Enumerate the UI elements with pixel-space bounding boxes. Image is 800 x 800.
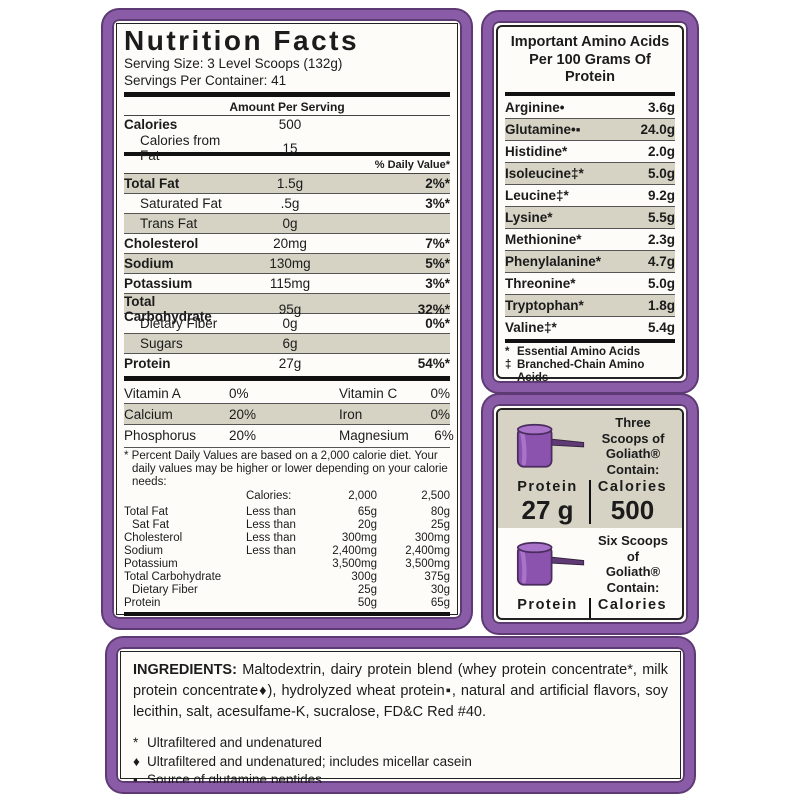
three-scoops-calories: Calories 500 [597, 479, 668, 525]
calories-label: Calories [124, 117, 178, 132]
note-micellar-casein: ♦ Ultrafiltered and undenatured; includes… [133, 753, 472, 769]
reference-values-table: Calories: 2,000 2,500 Total Fat Less tha… [124, 490, 450, 610]
scoop-icon [516, 541, 585, 586]
reference-row: Cholesterol Less than 300mg 300mg [124, 532, 450, 544]
ingredients-notes: * Ultrafiltered and undenatured ♦ Ultrafil… [121, 729, 680, 787]
divider [589, 597, 591, 618]
amino-row-lysine: Lysine* 5.5g [505, 205, 675, 228]
vitamin-row-calcium-iron: Calcium 20% Iron 0% [124, 403, 450, 424]
legend-essential: * Essential Amino Acids [505, 345, 641, 358]
three-scoops-section: Three Scoops of Goliath® Contain: Protei… [498, 410, 682, 528]
servings-per-container: Servings Per Container: 41 [124, 72, 287, 88]
legend-bcaa: ‡ Branched-Chain Amino Acids [505, 358, 645, 384]
nutrient-row-dietary-fiber: Dietary Fiber 0g 0%* [124, 313, 450, 333]
vitamin-row-a-c: Vitamin A 0% Vitamin C 0% [124, 385, 450, 401]
scoop-icon [516, 423, 585, 468]
calories-per-gram-label: Calories per gram: [124, 618, 239, 628]
calories-from-fat-value: 15 [282, 140, 298, 156]
nutrient-row-total-carbohydrate: Total Carbohydrate 95g 32%* [124, 293, 450, 324]
thick-rule [124, 92, 450, 97]
calories-row: Calories 500 [124, 116, 450, 133]
calories-from-fat-label: Calories from Fat [140, 133, 221, 163]
nutrient-row-trans-fat: Trans Fat 0g [124, 213, 450, 233]
amino-row-leucine: Leucine‡* 9.2g [505, 183, 675, 206]
daily-value-header: % Daily Value* [124, 158, 450, 174]
amino-row-isoleucine: Isoleucine‡* 5.0g [505, 161, 675, 184]
reference-row: Sodium Less than 2,400mg 2,400mg [124, 545, 450, 557]
nutrient-row-protein: Protein 27g 54%* [124, 353, 450, 373]
thick-rule [124, 152, 450, 156]
three-scoops-title: Three Scoops of Goliath® Contain: [601, 415, 665, 477]
vitamin-row-phosphorus-magnesium: Phosphorus 20% Magnesium 6% [124, 424, 454, 445]
six-scoops-protein: Protein 54 g [517, 597, 578, 618]
six-scoops-section: Six Scoops of Goliath® Contain: Protein … [498, 528, 682, 618]
amino-row-histidine: Histidine* 2.0g [505, 139, 675, 162]
amino-row-threonine: Threonine* 5.0g [505, 271, 675, 294]
legend-nonessential: •Important Nonessential Amino Acids [505, 384, 645, 392]
reference-row: Total Carbohydrate 300g 375g [124, 571, 450, 583]
thick-rule [505, 338, 675, 343]
note-glutamine-peptides: ▪ Source of glutamine peptides [133, 772, 322, 787]
nutrient-row-cholesterol: Cholesterol 20mg 7%* [124, 233, 450, 253]
ingredients-label: INGREDIENTS: [133, 662, 237, 678]
amino-row-methionine: Methionine* 2.3g [505, 227, 675, 250]
amino-legend: * Essential Amino Acids ‡ Branched-Chain A… [505, 345, 675, 392]
ingredients-text: INGREDIENTS: Maltodextrin, dairy protein… [133, 662, 668, 720]
reference-row: Potassium 3,500mg 3,500mg [124, 558, 450, 570]
thick-rule [505, 91, 675, 96]
nutrient-row-total-fat: Total Fat 1.5g 2%* [124, 174, 450, 193]
amino-row-phenylalanine: Phenylalanine* 4.7g [505, 249, 675, 272]
nutrition-facts-panel: Nutrition Facts Serving Size: 3 Level Sc… [103, 10, 471, 628]
thick-rule [124, 376, 450, 381]
calories-value: 500 [278, 117, 302, 132]
calories-from-fat-row: Calories from Fat 15 [124, 133, 450, 163]
amount-per-serving-header: Amount Per Serving [124, 99, 450, 116]
nutrient-row-saturated-fat: Saturated Fat .5g 3%* [124, 193, 450, 213]
six-scoops-title: Six Scoops of Goliath® Contain: [597, 533, 669, 595]
daily-value-footnote: * Percent Daily Values are based on a 2,… [124, 447, 450, 489]
six-scoops-calories: Calories 1000 [597, 597, 668, 618]
nutrient-row-sugars: Sugars 6g [124, 333, 450, 353]
serving-size: Serving Size: 3 Level Scoops (132g) [124, 56, 343, 71]
nutrition-facts-title: Nutrition Facts [124, 25, 360, 56]
reference-row: Protein 50g 65g [124, 597, 450, 609]
nutrition-facts-label: Nutrition Facts Serving Size: 3 Level Sc… [116, 23, 458, 619]
reference-row: Total Fat Less than 65g 80g [124, 506, 450, 518]
amino-acids-title: Important Amino Acids Per 100 Grams Of P… [510, 34, 670, 85]
amino-row-valine: Valine‡* 5.4g [505, 315, 675, 338]
reference-header-row: Calories: 2,000 2,500 [246, 490, 450, 502]
ingredients-panel: INGREDIENTS: Maltodextrin, dairy protein… [107, 638, 694, 792]
amino-row-glutamine: Glutamine•▪ 24.0g [505, 117, 675, 140]
reference-row: Dietary Fiber 25g 30g [132, 584, 450, 596]
divider [589, 479, 591, 524]
nutrient-row-potassium: Potassium 115mg 3%* [124, 273, 450, 293]
amino-row-arginine: Arginine• 3.6g [505, 99, 675, 115]
thick-rule [124, 612, 450, 616]
reference-row: Sat Fat Less than 20g 25g [132, 519, 450, 531]
amino-row-tryptophan: Tryptophan* 1.8g [505, 293, 675, 316]
scoops-panel: Three Scoops of Goliath® Contain: Protei… [483, 395, 697, 633]
note-ultrafiltered: * Ultrafiltered and undenatured [133, 735, 322, 750]
amino-acids-panel: Important Amino Acids Per 100 Grams Of P… [483, 12, 697, 392]
nutrient-row-sodium: Sodium 130mg 5%* [124, 253, 450, 273]
three-scoops-protein: Protein 27 g [517, 479, 578, 525]
